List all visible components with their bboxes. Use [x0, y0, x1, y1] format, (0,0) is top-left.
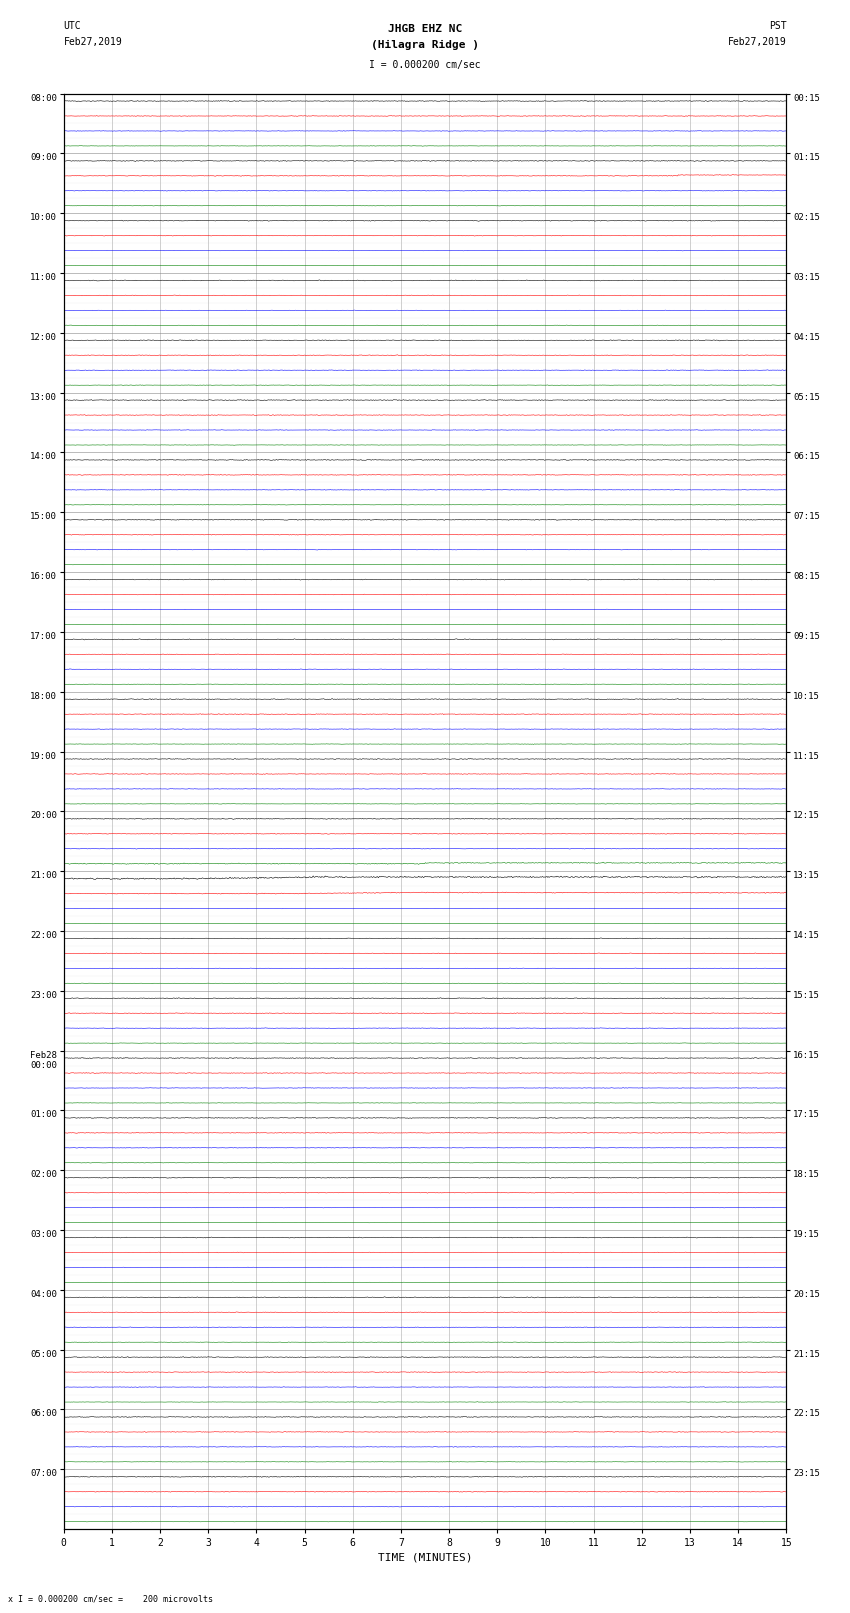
- Text: Feb27,2019: Feb27,2019: [728, 37, 786, 47]
- Text: x I = 0.000200 cm/sec =    200 microvolts: x I = 0.000200 cm/sec = 200 microvolts: [8, 1594, 213, 1603]
- X-axis label: TIME (MINUTES): TIME (MINUTES): [377, 1552, 473, 1563]
- Text: Feb27,2019: Feb27,2019: [64, 37, 122, 47]
- Text: I = 0.000200 cm/sec: I = 0.000200 cm/sec: [369, 60, 481, 69]
- Text: PST: PST: [768, 21, 786, 31]
- Text: UTC: UTC: [64, 21, 82, 31]
- Text: JHGB EHZ NC: JHGB EHZ NC: [388, 24, 462, 34]
- Text: (Hilagra Ridge ): (Hilagra Ridge ): [371, 40, 479, 50]
